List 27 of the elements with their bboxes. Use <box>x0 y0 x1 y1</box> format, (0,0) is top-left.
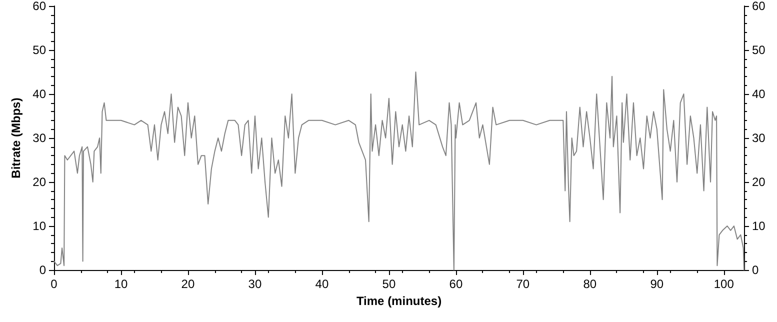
y2-tick-label: 10 <box>752 219 766 233</box>
x-tick-label: 80 <box>583 277 597 291</box>
y2-tick-label: 0 <box>752 263 759 277</box>
y-tick-label: 10 <box>32 219 46 233</box>
x-tick-label: 0 <box>50 277 58 291</box>
x-tick-label: 50 <box>382 277 396 291</box>
y-tick-label: 20 <box>32 175 46 189</box>
y2-tick-label: 60 <box>752 0 766 13</box>
y-tick-label: 30 <box>32 131 46 145</box>
y-tick-label: 40 <box>32 87 46 101</box>
x-tick-label: 20 <box>181 277 195 291</box>
y2-tick-label: 30 <box>752 131 766 145</box>
y-axis-title: Bitrate (Mbps) <box>8 98 23 178</box>
x-tick-label: 60 <box>449 277 463 291</box>
y-tick-label: 0 <box>39 263 46 277</box>
x-tick-label: 10 <box>114 277 128 291</box>
y2-tick-label: 20 <box>752 175 766 189</box>
y-tick-label: 50 <box>32 43 46 57</box>
x-tick-label: 100 <box>714 277 734 291</box>
x-tick-label: 70 <box>516 277 530 291</box>
x-tick-label: 90 <box>650 277 664 291</box>
y2-tick-label: 50 <box>752 43 766 57</box>
x-tick-label: 40 <box>315 277 329 291</box>
y-tick-label: 60 <box>32 0 46 13</box>
x-tick-label: 30 <box>248 277 262 291</box>
x-axis-title: Time (minutes) <box>356 294 442 308</box>
y2-tick-label: 40 <box>752 87 766 101</box>
